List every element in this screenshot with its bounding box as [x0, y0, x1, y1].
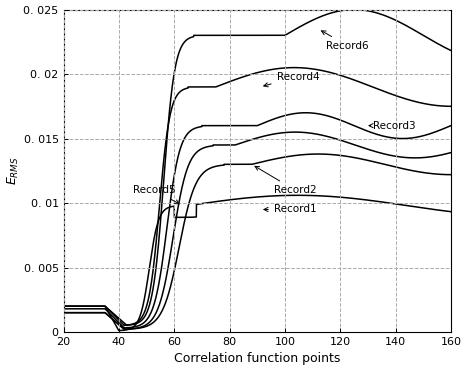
Text: Record3: Record3 — [369, 121, 416, 131]
Y-axis label: $E_{RMS}$: $E_{RMS}$ — [6, 157, 21, 185]
Text: Record4: Record4 — [264, 72, 319, 87]
Text: Record2: Record2 — [255, 166, 317, 195]
Text: Record5: Record5 — [133, 185, 179, 204]
X-axis label: Correlation function points: Correlation function points — [174, 352, 340, 365]
Text: Record6: Record6 — [321, 31, 369, 51]
Text: Record1: Record1 — [264, 204, 317, 214]
